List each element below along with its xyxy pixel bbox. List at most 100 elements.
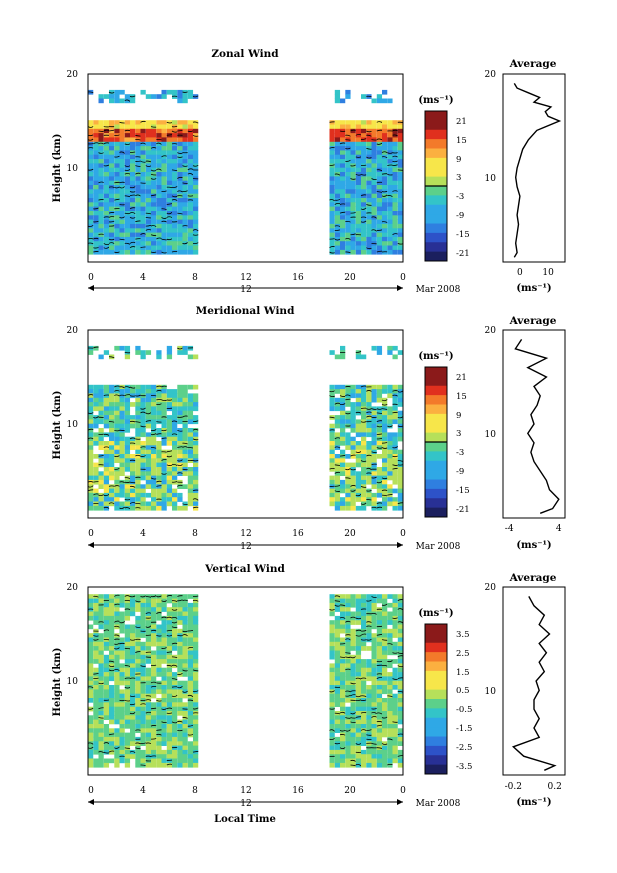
heatmap-cell	[161, 462, 167, 468]
contour-line	[192, 95, 199, 98]
heatmap-cell	[329, 202, 335, 207]
heatmap-cell	[361, 428, 367, 433]
heatmap-cell	[166, 492, 173, 498]
heatmap-cell	[93, 150, 99, 156]
heatmap-cell	[334, 689, 341, 695]
heatmap-cell	[124, 732, 131, 738]
heatmap-cell	[329, 715, 335, 720]
heatmap-cell	[392, 124, 398, 130]
contour-line	[114, 385, 120, 388]
heatmap-cell	[130, 384, 136, 390]
heatmap-cell	[340, 436, 346, 442]
heatmap-cell	[387, 676, 393, 682]
heatmap-cell	[177, 698, 183, 703]
heatmap-cell	[130, 236, 136, 242]
heatmap-cell	[345, 419, 351, 425]
heatmap-cell	[187, 393, 194, 399]
contour-line	[192, 121, 199, 124]
heatmap-cell	[119, 711, 125, 716]
profile-x-tick: 0	[517, 268, 523, 278]
heatmap-cell	[119, 415, 125, 420]
heatmap-cell	[361, 236, 367, 242]
heatmap-cell	[114, 745, 120, 751]
heatmap-cell	[151, 141, 157, 147]
heatmap-cell	[177, 406, 183, 412]
heatmap-cell	[376, 594, 383, 599]
heatmap-cell	[329, 245, 335, 251]
heatmap-cell	[161, 150, 167, 156]
heatmap-cell	[345, 189, 351, 194]
heatmap-cell	[93, 719, 99, 725]
heatmap-cell	[193, 659, 199, 664]
contour-line	[392, 233, 398, 236]
day-marker: 12	[240, 542, 251, 552]
contour-line	[329, 246, 335, 249]
heatmap-cell	[182, 345, 188, 351]
heatmap-cell	[193, 654, 199, 660]
heatmap-cell	[371, 615, 377, 621]
heatmap-cell	[193, 141, 199, 147]
colorbar-unit: (ms⁻¹)	[418, 95, 453, 106]
heatmap-cell	[182, 611, 188, 617]
heatmap-cell	[382, 628, 388, 634]
heatmap-cell	[361, 393, 367, 399]
heatmap-cell	[124, 120, 131, 125]
heatmap-cell	[109, 245, 115, 251]
heatmap-cell	[145, 419, 152, 425]
heatmap-cell	[350, 193, 356, 199]
plot-frame-vertical	[87, 586, 404, 776]
heatmap-cell	[109, 467, 115, 472]
heatmap-cell	[119, 462, 125, 468]
heatmap-cell	[371, 406, 377, 412]
heatmap-cell	[361, 762, 367, 768]
heatmap-cell	[145, 245, 152, 251]
heatmap-cell	[114, 458, 120, 463]
heatmap-cell	[387, 202, 393, 207]
heatmap-cell	[329, 150, 335, 156]
heatmap-cell	[103, 176, 110, 182]
heatmap-cell	[376, 728, 383, 733]
x-tick-4: 4	[140, 273, 146, 283]
heatmap-cell	[340, 232, 346, 238]
heatmap-cell	[119, 232, 125, 238]
heatmap-cell	[334, 419, 341, 425]
contour-line	[334, 402, 341, 405]
heatmap-cell	[387, 449, 393, 455]
heatmap-cell	[366, 445, 372, 450]
heatmap-cell	[145, 441, 152, 446]
heatmap-cell	[161, 419, 167, 425]
heatmap-cell	[140, 736, 146, 742]
heatmap-cell	[329, 711, 335, 716]
heatmap-cell	[329, 406, 335, 412]
heatmap-cell	[124, 176, 131, 182]
heatmap-cell	[103, 594, 110, 599]
heatmap-cell	[345, 479, 351, 485]
heatmap-cell	[161, 389, 167, 394]
heatmap-cell	[103, 159, 110, 164]
heatmap-cell	[376, 397, 383, 403]
heatmap-cell	[361, 185, 367, 190]
colorbar-cell	[425, 470, 447, 480]
heatmap-cell	[140, 620, 146, 625]
heatmap-cell	[119, 228, 125, 233]
heatmap-cell	[151, 185, 157, 190]
heatmap-cell	[392, 680, 398, 686]
heatmap-cell	[366, 141, 372, 147]
heatmap-cell	[93, 689, 99, 695]
heatmap-cell	[376, 241, 383, 246]
heatmap-cell	[124, 128, 131, 134]
heatmap-cell	[382, 402, 388, 407]
heatmap-cell	[329, 458, 335, 463]
colorbar-cell	[425, 376, 447, 387]
contour-line	[345, 717, 351, 719]
contour-line	[108, 242, 115, 244]
cb-tick: -1.5	[456, 724, 472, 734]
heatmap-cell	[172, 428, 178, 433]
heatmap-cell	[145, 206, 152, 212]
heatmap-cell	[135, 479, 141, 485]
heatmap-cell	[124, 137, 131, 143]
heatmap-cell	[140, 172, 146, 177]
heatmap-cell	[93, 501, 99, 507]
heatmap-cell	[93, 711, 99, 716]
heatmap-cell	[135, 607, 141, 612]
